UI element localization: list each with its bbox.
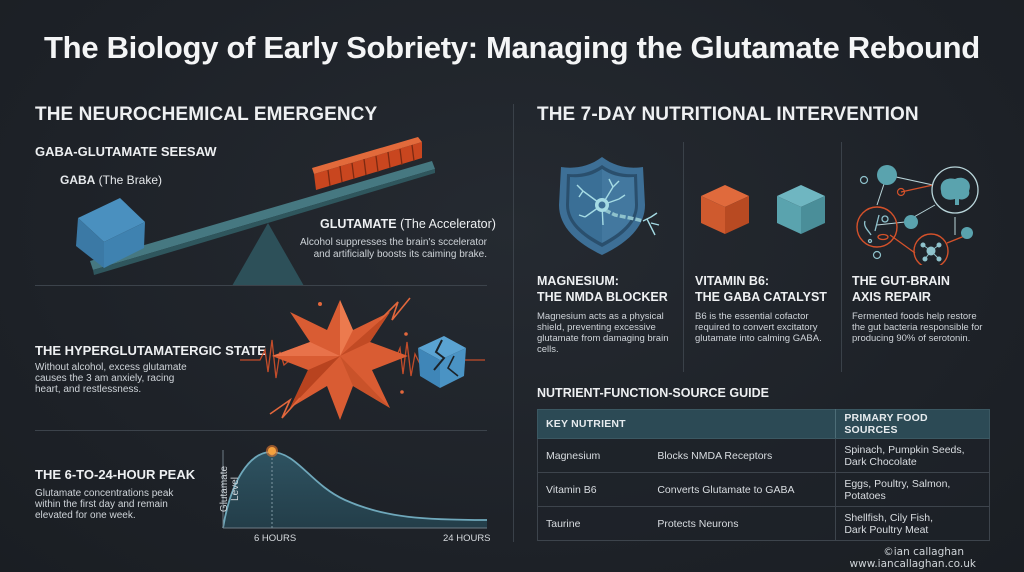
hyper-desc-line: heart, and restlessness.: [35, 384, 142, 395]
gaba-label-rest: (The Brake): [95, 173, 163, 187]
divider: [35, 430, 487, 431]
card-title-line: THE GABA CATALYST: [695, 289, 827, 304]
card-divider: [841, 142, 842, 372]
section-heading-neurochemical: THE NEUROCHEMICAL EMERGENCY: [35, 104, 378, 125]
seesaw-desc-line: and artificially boosts its caiming brak…: [313, 248, 487, 260]
glutamate-blocks-icon: [312, 137, 422, 190]
card-title-line: THE GUT-BRAIN: [852, 274, 950, 288]
chart-ylabel: Glutamate Level: [219, 465, 241, 513]
cell-nutrient: Vitamin B6: [537, 472, 650, 507]
shield-neuron-icon: [559, 157, 660, 255]
cracked-cube-icon: [418, 336, 466, 388]
card-vitamin-b6: VITAMIN B6: THE GABA CATALYST B6 is the …: [695, 274, 840, 344]
guide-heading: NUTRIENT-FUNCTION-SOURCE GUIDE: [537, 386, 769, 400]
cell-sources: Spinach, Pumpkin Seeds, Dark Chocolate: [835, 438, 990, 473]
card-desc-line: Magnesium acts as a physical: [537, 311, 664, 322]
glutamate-label-bold: GLUTAMATE: [320, 217, 397, 231]
source-line: Potatoes: [844, 489, 886, 502]
peak-desc-line: elevated for one week.: [35, 510, 136, 521]
card-magnesium: MAGNESIUM: THE NMDA BLOCKER Magnesium ac…: [537, 274, 677, 355]
card-desc-line: shield, preventing excessive: [537, 322, 656, 333]
page-title: The Biology of Early Sobriety: Managing …: [44, 30, 980, 65]
source-line: Eggs, Poultry, Salmon,: [844, 477, 951, 490]
table-row: Taurine Protects Neurons Shellfish, Cily…: [537, 506, 990, 541]
cell-function: Blocks NMDA Receptors: [649, 438, 837, 473]
source-line: Spinach, Pumpkin Seeds,: [844, 443, 965, 456]
hyper-heading: THE HYPERGLUTAMATERGIC STATE: [35, 343, 266, 358]
gaba-label: GABA (The Brake): [60, 173, 162, 187]
cell-sources: Eggs, Poultry, Salmon, Potatoes: [835, 472, 990, 507]
copyright-block: ©ian callaghan www.iancallaghan.co.uk: [850, 546, 976, 570]
card-desc-line: cells.: [537, 344, 559, 355]
seesaw-heading: GABA-GLUTAMATE SEESAW: [35, 144, 217, 159]
card-desc-line: glutamate into calming GABA.: [695, 333, 822, 344]
card-description: Fermented foods help restore the gut bac…: [852, 311, 1012, 344]
website-link[interactable]: www.iancallaghan.co.uk: [849, 558, 976, 570]
cell-function: Converts Glutamate to GABA: [649, 472, 837, 507]
card-title-line: AXIS REPAIR: [852, 289, 931, 304]
fulcrum-icon: [232, 223, 304, 286]
divider: [35, 285, 487, 286]
card-title-line: MAGNESIUM:: [537, 274, 619, 288]
card-title: MAGNESIUM: THE NMDA BLOCKER: [537, 274, 677, 305]
gaba-cube-icon: [76, 198, 145, 268]
glutamate-label-rest: (The Accelerator): [396, 217, 496, 231]
card-description: B6 is the essential cofactor required to…: [695, 311, 840, 344]
teal-cube-icon: [777, 185, 825, 234]
chart-xtick-6h: 6 HOURS: [254, 533, 297, 544]
table-row: Vitamin B6 Converts Glutamate to GABA Eg…: [537, 472, 990, 507]
card-description: Magnesium acts as a physical shield, pre…: [537, 311, 677, 355]
hyper-description: Without alcohol, excess glutamate causes…: [35, 362, 215, 395]
seesaw-description: Alcohol suppresses the brain's sccelerat…: [300, 237, 487, 260]
card-title: THE GUT-BRAIN AXIS REPAIR: [852, 274, 1012, 305]
card-title-line: THE NMDA BLOCKER: [537, 289, 668, 304]
cell-function: Protects Neurons: [649, 506, 837, 541]
peak-desc-line: Glutamate concentrations peak: [35, 488, 174, 499]
gaba-label-bold: GABA: [60, 173, 96, 187]
card-divider: [683, 142, 684, 372]
card-desc-line: Fermented foods help restore: [852, 311, 977, 322]
card-desc-line: the gut bacteria responsible for: [852, 322, 983, 333]
peak-desc-line: within the first day and remain: [35, 499, 168, 510]
card-desc-line: required to convert excitatory: [695, 322, 818, 333]
header-food-sources: PRIMARY FOOD SOURCES: [835, 409, 990, 439]
chart-xtick-24h: 24 HOURS: [443, 533, 491, 544]
peak-heading: THE 6-TO-24-HOUR PEAK: [35, 467, 196, 482]
cell-nutrient: Magnesium: [537, 438, 650, 473]
peak-description: Glutamate concentrations peak within the…: [35, 488, 215, 521]
source-line: Shellfish, Cily Fish,: [844, 511, 934, 524]
column-divider: [513, 104, 514, 542]
table-row: Magnesium Blocks NMDA Receptors Spinach,…: [537, 438, 990, 473]
hyper-desc-line: Without alcohol, excess glutamate: [35, 362, 187, 373]
card-desc-line: B6 is the essential cofactor: [695, 311, 809, 322]
nutrient-guide-table: KEY NUTRIENT PRIMARY FOOD SOURCES Magnes…: [536, 409, 990, 541]
hyper-desc-line: causes the 3 am anxiely, racing: [35, 373, 175, 384]
card-gut-brain: THE GUT-BRAIN AXIS REPAIR Fermented food…: [852, 274, 1012, 344]
copyright-text: ©ian callaghan: [883, 546, 964, 558]
table-header-row: KEY NUTRIENT PRIMARY FOOD SOURCES: [536, 409, 990, 439]
cubes-icon: [701, 185, 825, 234]
hyper-illustration: [240, 297, 485, 420]
glutamate-peak-chart: [222, 445, 488, 529]
card-desc-line: glutamate from damaging brain: [537, 333, 669, 344]
card-title-line: VITAMIN B6:: [695, 274, 770, 288]
gut-brain-network-icon: [856, 165, 979, 265]
seesaw-desc-line: Alcohol suppresses the brain's sccelerat…: [300, 237, 488, 248]
cell-nutrient: Taurine: [537, 506, 650, 541]
header-key-nutrient: KEY NUTRIENT: [536, 409, 837, 439]
source-line: Dark Chocolate: [844, 455, 917, 468]
source-line: Dark Poultry Meat: [844, 523, 929, 536]
card-desc-line: producing 90% of serotonin.: [852, 333, 971, 344]
section-heading-intervention: THE 7-DAY NUTRITIONAL INTERVENTION: [537, 104, 919, 125]
cell-sources: Shellfish, Cily Fish, Dark Poultry Meat: [835, 506, 990, 541]
card-title: VITAMIN B6: THE GABA CATALYST: [695, 274, 840, 305]
orange-cube-icon: [701, 185, 749, 234]
glutamate-label: GLUTAMATE (The Accelerator): [320, 217, 496, 231]
seesaw-illustration: [76, 137, 435, 286]
explosion-star-icon: [269, 297, 411, 420]
